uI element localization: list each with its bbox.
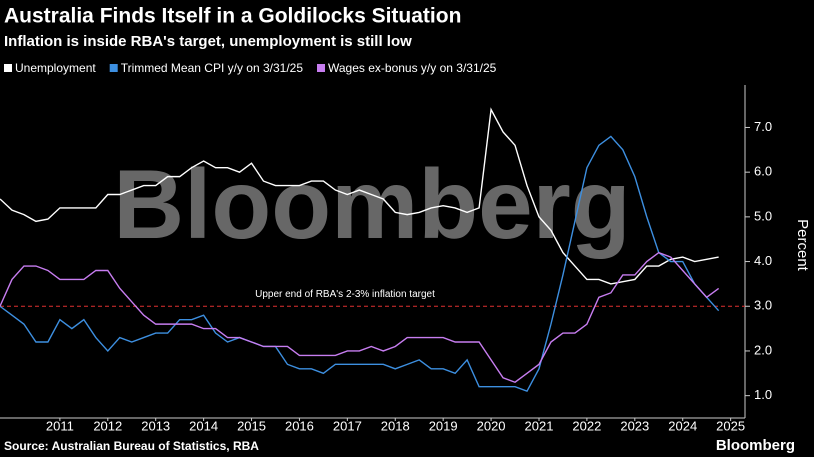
chart-title: Australia Finds Itself in a Goldilocks S… [4, 5, 461, 28]
y-tick-label: 5.0 [754, 208, 772, 223]
y-axis-label: Percent [794, 219, 811, 272]
x-tick-label: 2024 [668, 418, 697, 433]
legend-swatch [4, 64, 12, 72]
series-line [0, 107, 719, 285]
x-tick-label: 2025 [716, 418, 745, 433]
legend-swatch [109, 64, 118, 72]
x-tick-label: 2021 [525, 418, 554, 433]
x-tick-label: 2012 [93, 418, 122, 433]
chart-subtitle: Inflation is inside RBA's target, unempl… [4, 33, 412, 50]
y-tick-label: 1.0 [754, 387, 772, 402]
x-tick-label: 2015 [237, 418, 266, 433]
legend-label: Wages ex-bonus y/y on 3/31/25 [328, 61, 497, 75]
x-tick-label: 2016 [285, 418, 314, 433]
legend-swatch [317, 64, 325, 72]
x-tick-label: 2014 [189, 418, 218, 433]
y-tick-label: 7.0 [754, 119, 772, 134]
legend-label: Trimmed Mean CPI y/y on 3/31/25 [121, 61, 304, 75]
y-tick-label: 2.0 [754, 342, 772, 357]
logo: Bloomberg [716, 437, 795, 454]
x-tick-label: 2018 [381, 418, 410, 433]
y-tick-label: 4.0 [754, 253, 772, 268]
x-tick-label: 2017 [333, 418, 362, 433]
x-tick-label: 2022 [572, 418, 601, 433]
x-tick-label: 2019 [429, 418, 458, 433]
x-tick-label: 2023 [620, 418, 649, 433]
x-tick-label: 2020 [477, 418, 506, 433]
y-tick-label: 6.0 [754, 164, 772, 179]
legend-label: Unemployment [15, 61, 96, 75]
y-tick-label: 3.0 [754, 298, 772, 313]
series-line [0, 251, 720, 384]
x-tick-label: 2011 [46, 418, 74, 433]
x-tick-label: 2013 [141, 418, 170, 433]
watermark: Bloomberg [113, 149, 630, 259]
source: Source: Australian Bureau of Statistics,… [4, 439, 259, 453]
series-line [0, 135, 720, 393]
reference-label: Upper end of RBA's 2-3% inflation target [255, 289, 435, 300]
